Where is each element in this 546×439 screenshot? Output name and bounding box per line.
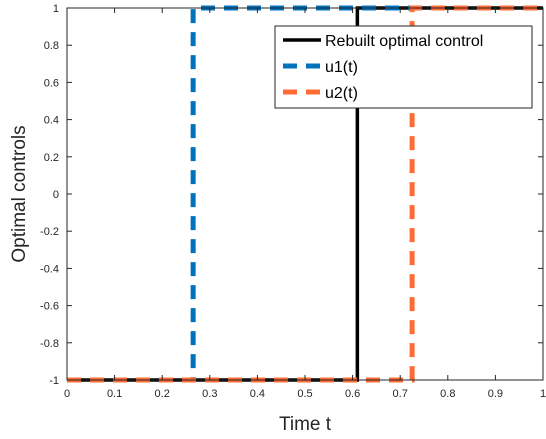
x-tick-label: 0 [64, 388, 70, 400]
y-tick-label: 0.6 [44, 77, 59, 89]
x-tick-label: 0.3 [202, 388, 217, 400]
y-tick-label: -0.2 [40, 226, 59, 238]
y-tick-label: 0.2 [44, 152, 59, 164]
y-tick-label: -1 [49, 375, 59, 387]
x-tick-label: 0.2 [155, 388, 170, 400]
y-tick-label: 0.4 [44, 115, 59, 127]
x-tick-label: 1 [540, 388, 546, 400]
legend-label-1: Rebuilt optimal control [325, 33, 483, 50]
ticks-layer: 0 0.1 0.2 0.3 0.4 0.5 0.6 0.7 0.8 0.9 1 -1 -0.8 -0.6 -… [40, 3, 546, 400]
y-axis-label: Optimal controls [9, 125, 30, 262]
y-tick-label: 1 [53, 3, 59, 15]
x-tick-label: 0.4 [250, 388, 265, 400]
legend-label-2: u1(t) [325, 59, 358, 76]
y-tick-label: 0 [53, 189, 59, 201]
x-tick-label: 0.6 [345, 388, 360, 400]
x-tick-label: 0.9 [488, 388, 503, 400]
y-tick-label: 0.8 [44, 40, 59, 52]
y-tick-label: -0.6 [40, 301, 59, 313]
x-axis-label: Time t [279, 414, 332, 435]
y-tick-label: -0.8 [40, 338, 59, 350]
legend-label-3: u2(t) [325, 85, 358, 102]
x-tick-label: 0.7 [393, 388, 408, 400]
x-tick-label: 0.5 [297, 388, 312, 400]
x-tick-label: 0.1 [107, 388, 122, 400]
y-tick-label: -0.4 [40, 263, 59, 275]
x-tick-label: 0.8 [440, 388, 455, 400]
legend: Rebuilt optimal control u1(t) u2(t) [274, 25, 533, 109]
